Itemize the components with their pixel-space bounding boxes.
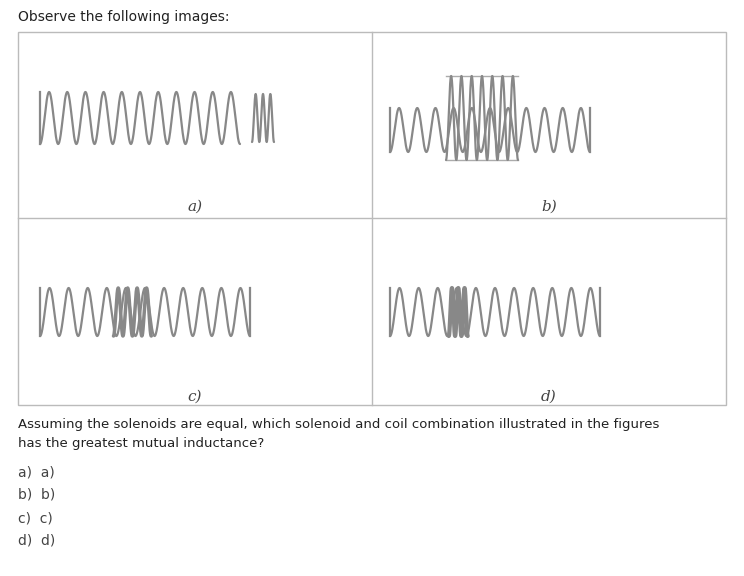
Text: b): b): [541, 200, 557, 214]
Text: Assuming the solenoids are equal, which solenoid and coil combination illustrate: Assuming the solenoids are equal, which …: [18, 418, 659, 449]
Bar: [18, 32, 726, 405]
Text: Observe the following images:: Observe the following images:: [18, 10, 229, 24]
Text: a)  a): a) a): [18, 465, 55, 479]
Text: d): d): [541, 390, 557, 404]
Text: a): a): [187, 200, 202, 214]
Text: c): c): [187, 390, 202, 404]
Text: d)  d): d) d): [18, 534, 55, 548]
Text: b)  b): b) b): [18, 488, 55, 502]
Text: c)  c): c) c): [18, 511, 53, 525]
